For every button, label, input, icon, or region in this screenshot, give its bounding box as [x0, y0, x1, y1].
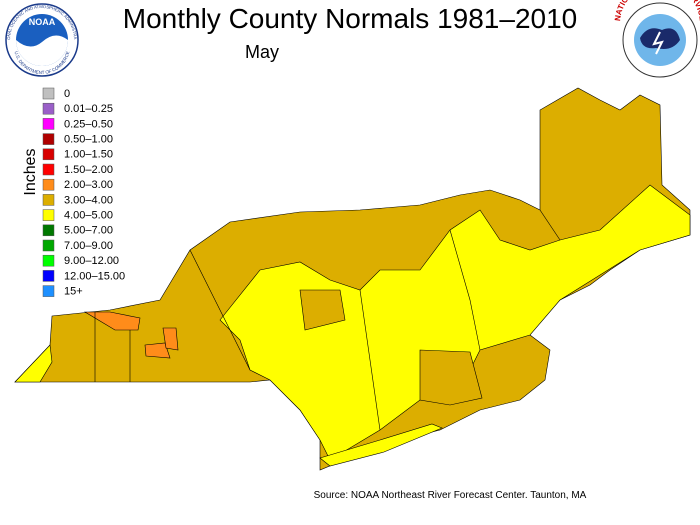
- legend-label: 0.50–1.00: [64, 134, 113, 146]
- legend: 0 0.01–0.25 0.25–0.50 0.50–1.00 1.00–1.50 1.5…: [42, 87, 125, 298]
- legend-swatch: [42, 148, 55, 161]
- county-line: [449, 229, 481, 351]
- legend-swatch: [42, 209, 55, 221]
- title: Monthly County Normals 1981–2010: [123, 3, 577, 34]
- legend-swatch: [42, 178, 55, 191]
- legend-swatch: [42, 254, 55, 267]
- legend-label: 12.00–15.00: [64, 270, 125, 282]
- legend-label: 3.00–4.00: [64, 194, 113, 206]
- noaa-label: NOAA: [29, 17, 56, 27]
- region-yellow: [219, 184, 691, 461]
- long-island: [319, 423, 443, 467]
- legend-swatch: [42, 87, 55, 100]
- region-orange: [162, 327, 179, 351]
- region-gold: [299, 289, 346, 331]
- map: [14, 87, 691, 471]
- legend-title: Inches: [22, 148, 39, 195]
- legend-label: 0.01–0.25: [64, 103, 113, 115]
- legend-swatch: [42, 239, 55, 252]
- legend-label: 15+: [64, 286, 83, 298]
- legend-label: 1.00–1.50: [64, 149, 113, 161]
- region-yellow: [14, 344, 53, 383]
- legend-swatch: [42, 194, 55, 206]
- region-orange: [144, 342, 171, 359]
- legend-swatch: [42, 163, 55, 176]
- legend-label: 4.00–5.00: [64, 210, 113, 222]
- legend-label: 0.25–0.50: [64, 118, 113, 130]
- legend-label: 7.00–9.00: [64, 240, 113, 252]
- legend-label: 0: [64, 88, 70, 100]
- region-orange: [83, 311, 141, 331]
- legend-label: 2.00–3.00: [64, 179, 113, 191]
- nws-logo: NATIONAL WEATHER SERVICE: [613, 0, 700, 78]
- legend-swatch: [42, 118, 55, 130]
- noaa-logo: NOAA NATIONAL OCEANIC AND ATMOSPHERIC AD…: [0, 0, 79, 77]
- legend-swatch: [42, 224, 55, 237]
- legend-label: 9.00–12.00: [64, 255, 119, 267]
- county-line: [359, 289, 381, 431]
- legend-label: 5.00–7.00: [64, 225, 113, 237]
- subtitle: May: [245, 42, 279, 62]
- region-gold: [419, 349, 483, 406]
- source: Source: NOAA Northeast River Forecast Ce…: [314, 490, 587, 501]
- county-line: [539, 209, 561, 241]
- county-line: [189, 249, 251, 371]
- legend-swatch: [42, 285, 55, 297]
- legend-swatch: [42, 270, 55, 282]
- legend-label: 1.50–2.00: [64, 164, 113, 176]
- legend-swatch: [42, 102, 55, 115]
- legend-swatch: [42, 133, 55, 145]
